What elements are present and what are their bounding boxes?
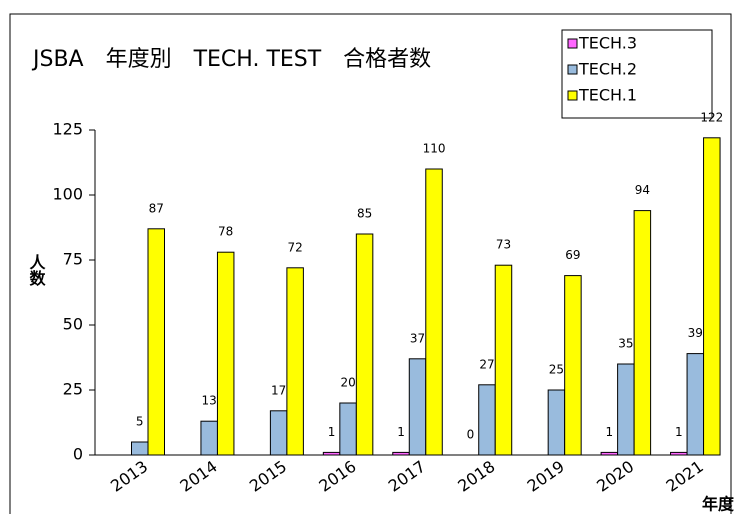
value-label: 78 (218, 225, 233, 239)
value-label: 87 (149, 201, 164, 215)
bar (200, 420, 218, 456)
bar (269, 410, 288, 456)
value-label: 13 (202, 394, 217, 408)
value-label: 94 (635, 183, 650, 197)
value-label: 25 (549, 363, 564, 377)
bar (547, 389, 566, 456)
value-label: 69 (565, 248, 580, 262)
bar (355, 233, 374, 456)
value-label: 39 (688, 326, 703, 340)
bar (494, 264, 513, 456)
value-label: 1 (328, 425, 336, 439)
value-label: 17 (271, 383, 286, 397)
y-tick-label: 125 (52, 120, 83, 139)
value-label: 85 (357, 207, 372, 221)
bar (425, 168, 443, 456)
bar (286, 267, 304, 456)
legend-label: TECH.2 (578, 60, 637, 79)
value-label: 1 (675, 425, 683, 439)
value-label: 20 (340, 376, 355, 390)
bar (633, 210, 652, 456)
bar (617, 363, 635, 456)
y-axis-label: 人数 (27, 254, 46, 287)
legend-label: TECH.3 (578, 34, 637, 53)
x-axis-label: 年度 (702, 495, 735, 514)
bar (408, 358, 427, 456)
legend-label: TECH.1 (578, 86, 637, 105)
value-label: 27 (479, 357, 494, 371)
value-label: 1 (397, 425, 405, 439)
value-label: 35 (618, 337, 633, 351)
value-label: 72 (287, 240, 302, 254)
bar (339, 402, 357, 456)
bar (703, 137, 721, 456)
y-tick-label: 50 (63, 315, 83, 334)
legend-swatch (567, 38, 578, 49)
value-label: 110 (423, 142, 446, 156)
y-tick-label: 75 (63, 250, 83, 269)
y-tick-label: 100 (52, 185, 83, 204)
legend-swatch (567, 64, 578, 75)
value-label: 73 (496, 238, 511, 252)
value-label: 37 (410, 331, 425, 345)
value-label: 5 (136, 415, 144, 429)
bar (564, 275, 582, 456)
bar (216, 251, 235, 456)
chart-title: JSBA 年度別 TECH. TEST 合格者数 (31, 47, 431, 72)
bar (147, 228, 165, 456)
bar (478, 384, 496, 456)
legend-box (561, 29, 713, 119)
value-label: 1 (606, 425, 614, 439)
legend-swatch (567, 90, 578, 101)
value-label: 0 (467, 428, 475, 442)
y-tick-label: 0 (73, 445, 83, 464)
value-label: 122 (700, 110, 723, 124)
bar (686, 353, 705, 456)
bar (131, 441, 149, 456)
y-tick-label: 25 (63, 380, 83, 399)
